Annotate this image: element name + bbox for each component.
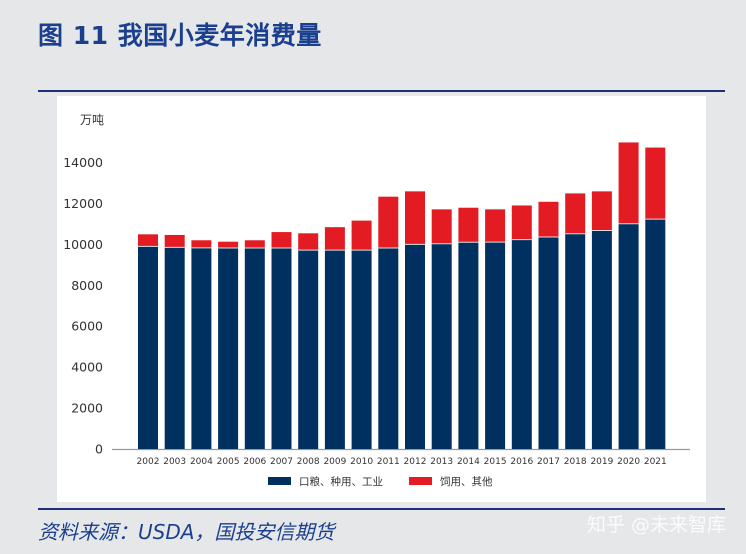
bar-food-seed-industrial-2020	[618, 223, 639, 449]
y-tick-label: 0	[95, 442, 103, 457]
x-tick-label: 2016	[510, 457, 533, 467]
legend-swatch-0	[268, 477, 291, 485]
bar-food-seed-industrial-2010	[351, 250, 372, 449]
x-tick-label: 2005	[217, 457, 240, 467]
legend-label: 饲用、其他	[440, 475, 493, 488]
bottom-rule	[38, 508, 725, 510]
bar-food-seed-industrial-2011	[378, 248, 399, 449]
bar-food-seed-industrial-2002	[138, 246, 158, 449]
bar-feed-other-2003	[164, 234, 185, 248]
bar-feed-other-2008	[298, 233, 319, 251]
bar-feed-other-2002	[138, 234, 158, 247]
bar-feed-other-2016	[511, 205, 532, 240]
x-tick-label: 2006	[243, 457, 266, 467]
bar-feed-other-2015	[485, 209, 506, 243]
x-tick-label: 2014	[457, 457, 480, 467]
bar-feed-other-2021	[645, 147, 666, 220]
x-tick-label: 2008	[297, 457, 320, 467]
y-tick-label: 2000	[71, 401, 103, 416]
x-tick-label: 2002	[137, 457, 160, 467]
bar-food-seed-industrial-2004	[191, 247, 212, 449]
bar-food-seed-industrial-2007	[271, 248, 292, 449]
bar-feed-other-2006	[244, 240, 265, 249]
x-tick-label: 2004	[190, 457, 213, 467]
y-tick-label: 10000	[63, 237, 103, 252]
bar-food-seed-industrial-2015	[485, 242, 506, 449]
x-tick-label: 2018	[564, 457, 587, 467]
x-tick-label: 2009	[323, 457, 346, 467]
bar-feed-other-2017	[538, 201, 559, 237]
x-tick-label: 2003	[163, 457, 186, 467]
watermark: 知乎 @未来智库	[586, 514, 726, 536]
x-tick-label: 2017	[537, 457, 560, 467]
bar-food-seed-industrial-2006	[244, 248, 265, 449]
y-tick-label: 8000	[71, 278, 103, 293]
legend-label: 口粮、种用、工业	[299, 475, 383, 488]
x-tick-label: 2021	[644, 457, 667, 467]
x-tick-label: 2019	[590, 457, 613, 467]
bar-feed-other-2012	[405, 191, 425, 245]
source-note: 资料来源：USDA，国投安信期货	[38, 520, 335, 544]
bar-food-seed-industrial-2017	[538, 236, 559, 449]
x-tick-label: 2015	[484, 457, 507, 467]
bar-food-seed-industrial-2012	[405, 244, 425, 449]
bar-feed-other-2014	[458, 207, 479, 243]
bar-feed-other-2019	[591, 191, 612, 231]
y-tick-label: 14000	[63, 155, 103, 170]
bar-food-seed-industrial-2019	[591, 230, 612, 449]
bar-feed-other-2009	[324, 227, 345, 251]
x-tick-label: 2020	[617, 457, 640, 467]
bar-food-seed-industrial-2008	[298, 250, 319, 449]
x-tick-label: 2013	[430, 457, 453, 467]
bar-feed-other-2020	[618, 142, 639, 224]
bar-feed-other-2018	[565, 193, 586, 234]
y-axis-label: 万吨	[80, 113, 104, 127]
x-tick-label: 2012	[404, 457, 427, 467]
x-tick-label: 2011	[377, 457, 400, 467]
bar-feed-other-2010	[351, 220, 372, 251]
bar-feed-other-2011	[378, 196, 399, 249]
bar-feed-other-2004	[191, 240, 212, 248]
bar-food-seed-industrial-2003	[164, 247, 185, 449]
x-tick-label: 2010	[350, 457, 373, 467]
bar-food-seed-industrial-2009	[324, 250, 345, 449]
figure-title: 图 11 我国小麦年消费量	[38, 21, 322, 50]
bar-food-seed-industrial-2021	[645, 219, 666, 449]
bar-food-seed-industrial-2014	[458, 242, 479, 449]
bar-feed-other-2007	[271, 232, 292, 249]
y-tick-label: 6000	[71, 319, 103, 334]
top-rule	[38, 90, 725, 92]
legend-swatch-1	[409, 477, 432, 485]
bar-food-seed-industrial-2018	[565, 233, 586, 449]
bar-feed-other-2013	[431, 209, 452, 244]
x-tick-label: 2007	[270, 457, 293, 467]
bar-food-seed-industrial-2016	[511, 239, 532, 449]
y-tick-label: 12000	[63, 196, 103, 211]
bar-food-seed-industrial-2013	[431, 243, 452, 449]
y-tick-label: 4000	[71, 360, 103, 375]
bar-feed-other-2005	[218, 241, 239, 249]
bar-food-seed-industrial-2005	[218, 248, 239, 449]
